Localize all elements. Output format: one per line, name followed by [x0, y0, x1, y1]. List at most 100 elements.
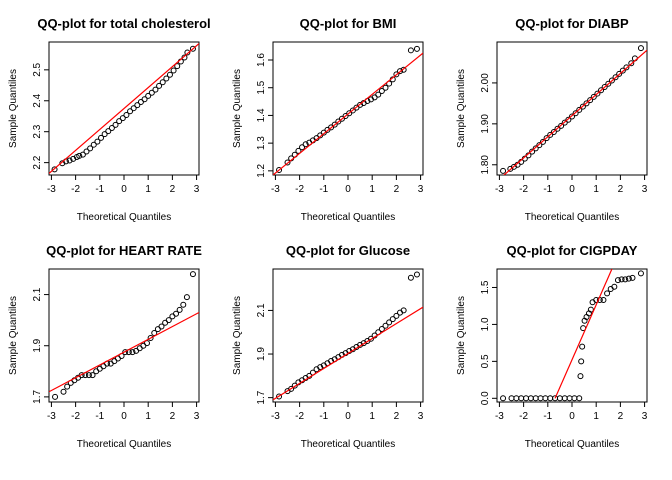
data-point [604, 290, 611, 297]
x-tick-label: -1 [319, 184, 328, 195]
data-point [122, 349, 129, 356]
x-tick-label: 2 [618, 411, 624, 422]
qq-panel-2: QQ-plot for BMI -3 -2 -1 0 1 2 3 1.2 1.3 1.4 1.5 1.6… [232, 16, 424, 223]
data-point [183, 294, 190, 301]
data-points [500, 45, 644, 174]
data-point [608, 77, 615, 84]
data-point [119, 115, 126, 122]
data-point [397, 68, 404, 75]
x-axis-label: Theoretical Quantiles [301, 439, 396, 450]
data-point [90, 141, 97, 148]
x-tick-label: 3 [194, 411, 200, 422]
data-point [189, 271, 196, 278]
data-point [393, 71, 400, 78]
x-tick-label: -3 [271, 184, 280, 195]
y-tick-label: 1.9 [256, 347, 267, 361]
plot-frame [496, 268, 648, 403]
data-point [622, 276, 629, 283]
data-point [547, 131, 554, 138]
x-tick-label: -2 [295, 184, 304, 195]
data-point [173, 310, 180, 317]
data-points [276, 271, 420, 400]
y-tick-label: 2.1 [32, 287, 43, 301]
data-point [542, 395, 549, 402]
data-point [87, 145, 94, 152]
data-point [565, 116, 572, 123]
x-tick-label: 1 [593, 411, 599, 422]
data-point [189, 45, 196, 52]
reference-line [273, 306, 423, 401]
x-tick-label: 3 [642, 411, 648, 422]
y-axis-label: Sample Quantiles [456, 69, 467, 148]
data-point [566, 395, 573, 402]
data-point [629, 274, 636, 281]
data-point [601, 84, 608, 91]
data-point [413, 45, 420, 52]
data-point [159, 79, 166, 86]
x-tick-label: -2 [71, 184, 80, 195]
data-point [302, 141, 309, 148]
data-point [105, 128, 112, 135]
data-point [393, 312, 400, 319]
data-point [576, 106, 583, 113]
data-point [576, 395, 583, 402]
reference-line [503, 49, 647, 175]
data-point [628, 60, 635, 67]
data-point [165, 317, 172, 324]
data-point [317, 364, 324, 371]
data-point [382, 322, 389, 329]
data-point [85, 372, 92, 379]
data-point [550, 129, 557, 136]
data-point [276, 393, 283, 400]
data-point [529, 148, 536, 155]
x-tick-label: -3 [495, 411, 504, 422]
data-point [367, 335, 374, 342]
x-tick-label: 0 [345, 411, 351, 422]
data-point [543, 135, 550, 142]
data-point [623, 64, 630, 71]
qq-panel-3: QQ-plot for DIABP -3 -2 -1 0 1 2 3 1.80 1.90 2.00 T… [456, 16, 648, 223]
x-tick-label: -1 [543, 184, 552, 195]
data-point [578, 358, 585, 365]
data-point [590, 93, 597, 100]
data-point [386, 319, 393, 326]
data-point [291, 382, 298, 389]
x-tick-label: 0 [345, 184, 351, 195]
data-point [76, 152, 83, 159]
qq-panel-6: QQ-plot for CIGPDAY -3 -2 -1 0 1 2 3 0.0 0.5 1.0 1.… [456, 243, 648, 450]
y-tick-label: 1.5 [256, 80, 267, 94]
data-point [618, 276, 625, 283]
data-point [295, 147, 302, 154]
x-tick-label: -2 [295, 411, 304, 422]
data-point [536, 142, 543, 149]
y-tick-label: 1.90 [480, 114, 491, 134]
data-point [539, 138, 546, 145]
data-point [614, 277, 621, 284]
y-axis-label: Sample Quantiles [8, 296, 19, 375]
x-tick-label: 1 [369, 184, 375, 195]
data-point [166, 71, 173, 78]
data-point [116, 118, 123, 125]
data-point [130, 105, 137, 112]
x-tick-label: -1 [319, 411, 328, 422]
data-point [400, 307, 407, 314]
data-point [527, 395, 534, 402]
x-tick-label: 3 [418, 184, 424, 195]
data-point [148, 89, 155, 96]
x-axis-label: Theoretical Quantiles [77, 212, 172, 223]
data-point [299, 144, 306, 151]
data-point [378, 88, 385, 95]
x-tick-label: -1 [543, 411, 552, 422]
data-point [51, 166, 58, 173]
data-point [52, 393, 59, 400]
data-point [579, 343, 586, 350]
data-point [508, 395, 515, 402]
data-point [66, 157, 73, 164]
data-point [127, 108, 134, 115]
data-point [89, 372, 96, 379]
plot-frame [48, 268, 200, 403]
data-points [276, 45, 420, 174]
data-point [145, 92, 152, 99]
y-tick-label: 2.00 [480, 73, 491, 93]
